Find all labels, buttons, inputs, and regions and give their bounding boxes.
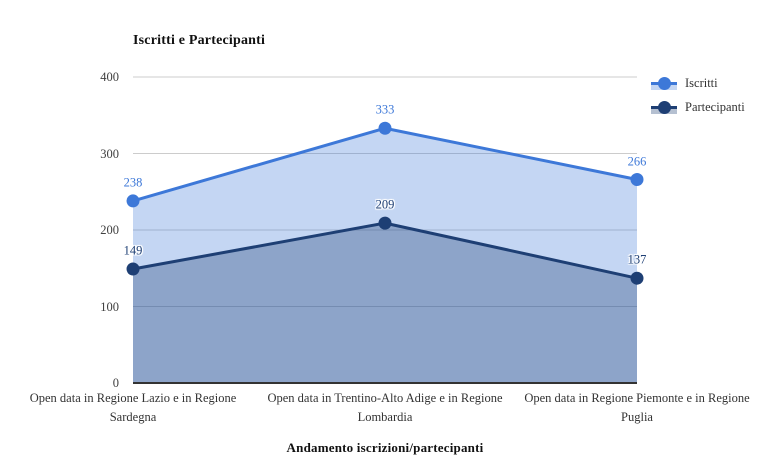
point-value-label: 209 xyxy=(375,197,395,212)
legend-point-icon xyxy=(657,76,671,90)
data-point-partecipanti[interactable] xyxy=(630,271,644,285)
data-point-iscritti[interactable] xyxy=(630,173,644,187)
area-fill-partecipanti xyxy=(133,223,637,383)
legend-area-swatch-icon xyxy=(651,76,677,90)
point-value-label: 266 xyxy=(627,154,647,168)
legend-label-iscritti: Iscritti xyxy=(685,75,718,90)
area-fill-iscritti xyxy=(133,128,637,383)
data-point-partecipanti[interactable] xyxy=(378,216,392,230)
point-value-label: 333 xyxy=(375,102,395,117)
y-tick-label: 300 xyxy=(100,146,119,161)
x-category-label: Open data in Regione Piemonte e in Regio… xyxy=(524,391,750,424)
legend-item-iscritti[interactable]: Iscritti xyxy=(651,76,745,90)
legend-point-icon xyxy=(657,100,671,114)
legend-label-partecipanti: Partecipanti xyxy=(685,99,745,114)
x-axis-title: Andamento iscrizioni/partecipanti xyxy=(286,440,484,455)
x-category-label: Open data in Trentino-Alto Adige e in Re… xyxy=(267,391,503,424)
point-value-label: 238 xyxy=(123,175,143,190)
point-value-label: 149 xyxy=(123,243,143,258)
point-value-label: 137 xyxy=(627,252,647,267)
chart-title: Iscritti e Partecipanti xyxy=(133,33,266,48)
legend-area-swatch-icon xyxy=(651,100,677,114)
data-point-iscritti[interactable] xyxy=(126,194,140,208)
y-tick-label: 200 xyxy=(100,223,119,237)
x-category-label: Open data in Regione Lazio e in Regione … xyxy=(29,391,237,424)
data-point-partecipanti[interactable] xyxy=(126,262,140,276)
y-tick-label: 0 xyxy=(112,376,119,390)
legend: Iscritti Partecipanti xyxy=(651,76,745,124)
y-tick-label: 400 xyxy=(100,70,119,84)
data-point-iscritti[interactable] xyxy=(378,121,392,135)
legend-item-partecipanti[interactable]: Partecipanti xyxy=(651,100,745,114)
y-tick-label: 100 xyxy=(100,299,119,314)
